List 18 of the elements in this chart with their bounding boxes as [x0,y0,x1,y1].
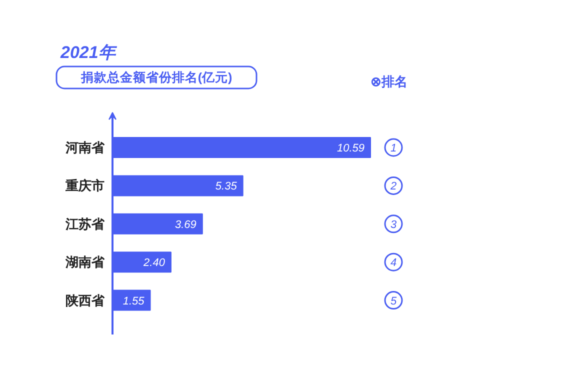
data-label: 5.35 [215,180,238,193]
text: 4 [390,257,397,270]
y-tick-label: 河南省 [64,140,106,155]
data-label: 3.69 [174,218,196,231]
data-label: 2.40 [142,257,166,270]
chart-subtitle: 捐款总金额省份排名(亿元) [80,70,232,84]
y-tick-label: 陕西省 [66,292,106,308]
text: 2 [389,180,397,193]
y-tick-label: 江苏省 [64,216,106,232]
data-label: 10.59 [336,142,365,154]
text: 3 [390,218,398,231]
text: 1 [390,142,397,154]
legend-title: ⊗排名 [370,74,408,89]
y-tick-label: 重庆市 [64,178,104,194]
text: 5 [390,295,398,308]
data-label: 1.55 [122,295,146,308]
chart-title: 2021年 [60,43,118,62]
y-tick-label: 湖南省 [64,254,106,270]
